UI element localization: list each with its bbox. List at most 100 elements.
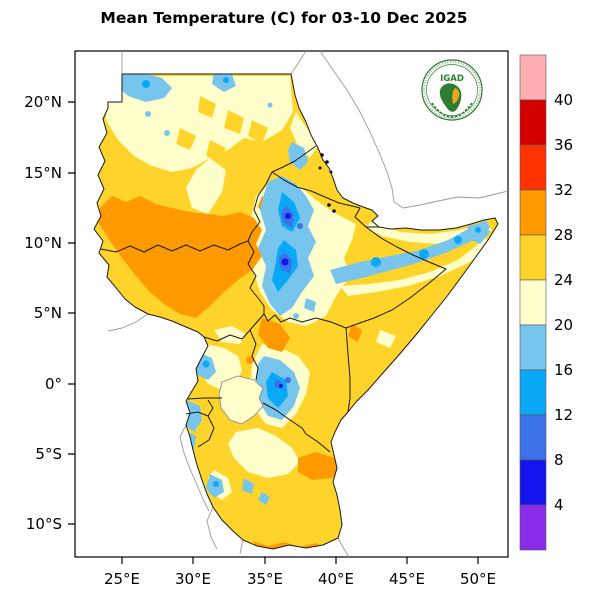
border-ethiopia-somalia	[345, 226, 447, 329]
border-uganda-kenya	[249, 329, 259, 381]
temp-patch	[475, 227, 481, 233]
border-ssudan-uganda	[203, 329, 251, 342]
x-axis-ticks	[121, 557, 479, 564]
arabia-coastline	[319, 50, 509, 209]
colorbar-label: 8	[554, 451, 564, 469]
border-line	[239, 539, 244, 555]
temp-patch	[258, 318, 290, 352]
temp-gold-patches	[176, 96, 268, 162]
temp-patch	[454, 236, 462, 244]
temp-patch	[267, 102, 273, 108]
colorbar-labels: 40 36 32 28 24 20 16 12 8 4	[554, 91, 573, 514]
x-tick-label: 50°E	[460, 570, 496, 588]
temperature-field	[94, 74, 498, 549]
chart-title: Mean Temperature (C) for 03-10 Dec 2025	[100, 9, 467, 27]
island-dot	[327, 203, 331, 207]
igad-logo: IGAD	[421, 59, 483, 121]
colorbar-label: 16	[554, 361, 573, 379]
temp-patch	[281, 258, 289, 266]
temp-patch	[348, 324, 362, 342]
colorbar-segment	[519, 414, 547, 461]
y-tick-label: 20°N	[24, 93, 62, 111]
y-tick-label: 0°	[45, 375, 62, 393]
logo-inner-ring	[426, 64, 478, 116]
border-eritrea-sudan	[271, 145, 317, 173]
colorbar-segment	[519, 459, 547, 506]
colorbar-segment	[519, 234, 547, 281]
temp-patch	[266, 372, 288, 408]
temp-patch	[242, 478, 254, 494]
temp-patch	[419, 249, 429, 259]
external-borders	[107, 50, 509, 558]
lake-victoria	[218, 375, 264, 425]
colorbar-label: 4	[554, 496, 564, 514]
temp-patch	[186, 158, 226, 214]
border-ethiopia-ssudan	[247, 240, 265, 314]
colorbar-segment	[519, 324, 547, 371]
border-djibouti	[354, 207, 379, 228]
border-line	[107, 313, 149, 332]
colorbar-label: 36	[554, 136, 573, 154]
border-line	[337, 537, 350, 558]
x-axis-labels: 25°E 30°E 35°E 40°E 45°E 50°E	[104, 570, 496, 588]
colorbar-label: 40	[554, 91, 573, 109]
temp-deepblue-group	[279, 213, 291, 388]
temp-patch	[164, 130, 170, 136]
temp-patch	[285, 377, 291, 383]
temp-patch	[285, 213, 291, 219]
region-outline	[93, 73, 499, 550]
border-rwanda-burundi	[185, 411, 209, 417]
border-sudan-ssudan	[100, 240, 249, 253]
temp-patch	[176, 128, 196, 150]
temp-patch	[248, 120, 268, 144]
colorbar: 40 36 32 28 24 20 16 12 8 4	[519, 54, 573, 551]
temp-patch	[290, 112, 318, 158]
logo-igad-text: IGAD	[440, 74, 464, 84]
temp-patch	[223, 77, 229, 83]
x-tick-label: 45°E	[389, 570, 425, 588]
colorbar-segment	[519, 54, 547, 101]
temp-patch	[213, 481, 219, 487]
colorbar-label: 28	[554, 226, 573, 244]
border-uganda-tanzania	[187, 397, 222, 400]
colorbar-segment	[519, 189, 547, 236]
temp-patch	[145, 111, 151, 117]
colorbar-label: 20	[554, 316, 573, 334]
logo-text-ring	[423, 61, 481, 119]
temp-patch	[224, 110, 244, 134]
colorbar-segment	[519, 99, 547, 146]
temp-patch	[279, 384, 283, 388]
temp-patch	[206, 140, 226, 162]
logo-outer-ring	[421, 59, 483, 121]
y-tick-label: 5°N	[34, 304, 62, 322]
temp-patch	[142, 80, 150, 88]
border-line	[206, 506, 218, 550]
border-ssudan-kenya	[249, 313, 265, 331]
islands	[318, 153, 336, 213]
temp-patch	[288, 142, 308, 170]
temp-patch	[376, 330, 396, 348]
island-dot	[332, 209, 336, 213]
y-axis-ticks	[68, 101, 75, 525]
colorbar-segment	[519, 504, 547, 551]
x-tick-label: 40°E	[318, 570, 354, 588]
country-borders	[93, 73, 499, 550]
logo-eastafrica-patch	[452, 88, 460, 104]
temp-patch	[297, 223, 303, 229]
border-line	[179, 424, 210, 512]
x-tick-label: 30°E	[175, 570, 211, 588]
x-tick-label: 35°E	[247, 570, 283, 588]
temp-patch	[98, 196, 262, 318]
y-axis-labels: 20°N 15°N 10°N 5°N 0° 5°S 10°S	[24, 93, 62, 533]
y-tick-label: 5°S	[35, 445, 62, 463]
border-line	[290, 50, 307, 75]
temp-patch	[246, 356, 254, 364]
border-rwanda-tanzania	[207, 399, 214, 417]
island-dot	[318, 166, 322, 170]
temp-patch	[202, 360, 210, 368]
border-ethiopia-kenya	[263, 313, 347, 329]
axis-ticks	[68, 101, 479, 564]
logo-laurel-wreath	[431, 102, 473, 118]
border-kenya-somalia	[345, 327, 351, 413]
